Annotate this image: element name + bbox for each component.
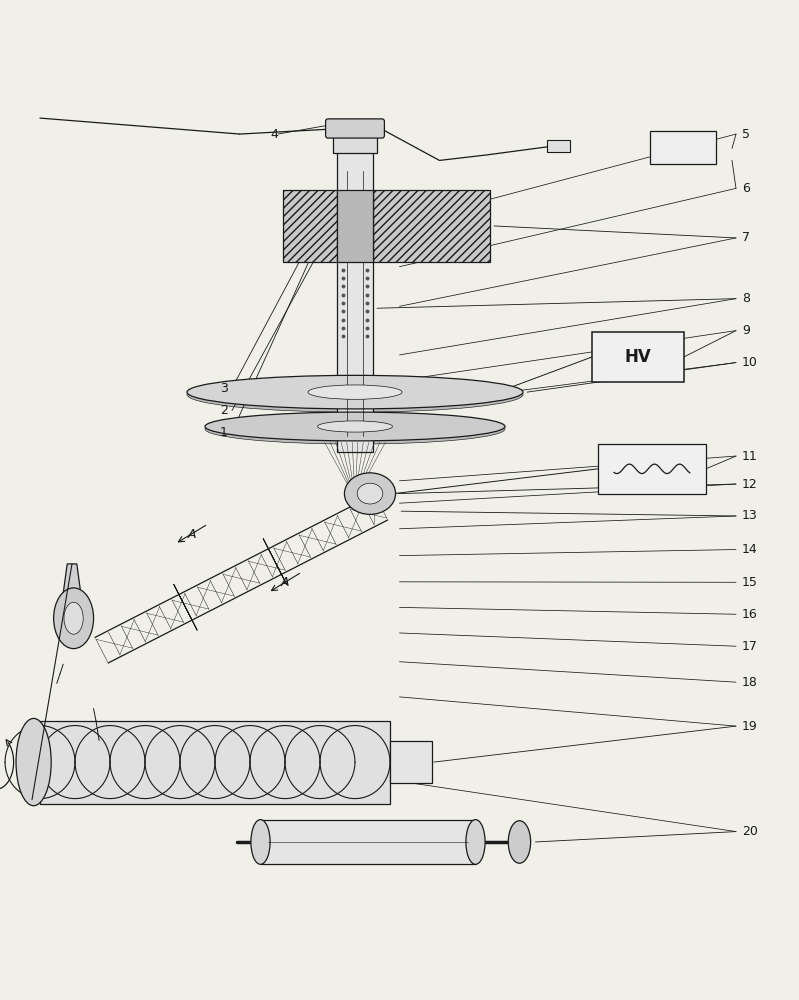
Text: 14: 14 (742, 543, 757, 556)
Polygon shape (263, 538, 287, 585)
Bar (650, 131, 716, 164)
Text: 2: 2 (221, 404, 228, 417)
Text: 15: 15 (742, 576, 758, 589)
Text: 11: 11 (742, 450, 757, 463)
Text: 1: 1 (221, 426, 228, 439)
Text: 20: 20 (742, 825, 758, 838)
Ellipse shape (317, 421, 392, 432)
Bar (337, 123, 373, 452)
Bar (598, 444, 706, 494)
Bar (337, 190, 373, 262)
Text: HV: HV (625, 348, 651, 366)
Text: 18: 18 (742, 676, 758, 689)
Ellipse shape (251, 820, 270, 864)
Ellipse shape (205, 412, 505, 441)
Bar (333, 123, 376, 153)
Ellipse shape (357, 483, 383, 504)
Text: 10: 10 (742, 356, 758, 369)
Text: 8: 8 (742, 292, 750, 305)
Text: 9: 9 (742, 324, 750, 337)
Ellipse shape (205, 414, 505, 444)
Bar (283, 190, 337, 262)
Text: A: A (280, 576, 289, 589)
Polygon shape (268, 549, 281, 574)
Ellipse shape (187, 375, 523, 409)
Polygon shape (173, 584, 197, 630)
Ellipse shape (308, 385, 402, 399)
Ellipse shape (64, 602, 83, 634)
Text: 3: 3 (221, 382, 228, 395)
Ellipse shape (344, 473, 396, 514)
Text: 5: 5 (742, 128, 750, 141)
Text: 4: 4 (270, 128, 278, 141)
Bar (390, 741, 431, 783)
Bar (592, 332, 684, 382)
Ellipse shape (466, 820, 485, 864)
Text: 7: 7 (742, 231, 750, 244)
Ellipse shape (508, 821, 531, 863)
Bar (547, 140, 570, 152)
Bar (373, 190, 490, 262)
Ellipse shape (16, 718, 51, 806)
FancyBboxPatch shape (326, 119, 384, 138)
Polygon shape (58, 564, 86, 634)
Ellipse shape (187, 377, 523, 412)
Text: 16: 16 (742, 608, 757, 621)
Text: 6: 6 (742, 182, 750, 195)
Text: 12: 12 (742, 478, 757, 491)
Text: 19: 19 (742, 720, 757, 733)
Text: 13: 13 (742, 509, 757, 522)
Ellipse shape (54, 588, 93, 649)
Text: 17: 17 (742, 640, 758, 653)
Bar (260, 820, 475, 864)
Bar (40, 721, 390, 804)
Polygon shape (179, 595, 192, 620)
Text: A: A (188, 528, 197, 541)
